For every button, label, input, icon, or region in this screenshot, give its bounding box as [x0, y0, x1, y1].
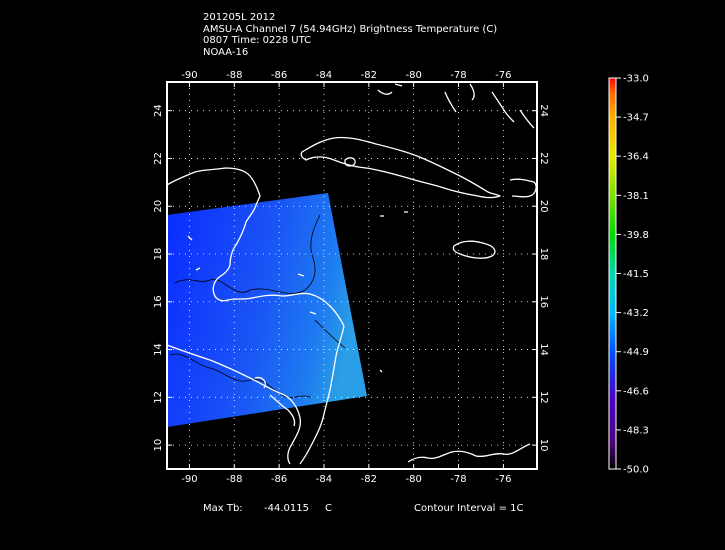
contour-line — [314, 319, 346, 349]
contour-interval: Contour Interval = 1C — [414, 503, 524, 514]
lon-tick-label-top: -82 — [361, 70, 377, 81]
colorbar-label: -44.9 — [623, 347, 649, 358]
lat-tick-label-left: 22 — [153, 152, 164, 165]
lon-tick-label-top: -78 — [450, 70, 466, 81]
axis-ticks: -90 -90 -88 -88 -86 -86 -84 -84 -82 -82 -80 -80 -78 -… — [153, 70, 549, 485]
lat-tick-label-right: 18 — [538, 248, 549, 261]
map-frame — [166, 81, 538, 470]
coastline-bahamas — [377, 83, 535, 129]
colorbar-label: -33.0 — [623, 74, 649, 85]
lon-tick-label-bottom: -86 — [271, 474, 287, 485]
lon-tick-label-top: -90 — [181, 70, 197, 81]
coastline-jamaica — [452, 240, 496, 259]
lat-tick-label-left: 16 — [153, 295, 164, 308]
lon-tick-label-bottom: -84 — [316, 474, 332, 485]
coastlines — [167, 83, 537, 465]
lon-tick-label-bottom: -90 — [181, 474, 197, 485]
contour-line — [169, 353, 313, 399]
colorbar-label: -43.2 — [623, 308, 649, 319]
lat-tick-label-left: 24 — [153, 104, 164, 117]
coastline-honduras — [281, 292, 345, 327]
coastline-hispaniola — [509, 178, 537, 198]
lat-tick-label-left: 18 — [153, 248, 164, 261]
lat-tick-label-right: 22 — [538, 152, 549, 165]
colorbar-ticks: -33.0 -34.7 -36.4 -38.1 -39.8 -41.5 -43.2 -44.9… — [616, 74, 649, 476]
coastline-nicaragua — [299, 325, 345, 465]
product-title: AMSU-A Channel 7 (54.94GHz) Brightness T… — [203, 23, 498, 35]
lat-tick-label-right: 10 — [538, 439, 549, 452]
satellite-swath — [167, 193, 367, 427]
lat-tick-label-right: 20 — [538, 200, 549, 213]
lat-tick-label-left: 20 — [153, 200, 164, 213]
colorbar-label: -50.0 — [623, 465, 649, 476]
lat-tick-label-right: 14 — [538, 343, 549, 356]
coastline-isle-of-youth — [344, 157, 356, 167]
colorbar-label: -34.7 — [623, 113, 649, 124]
lat-tick-label-right: 16 — [538, 295, 549, 308]
lat-tick-label-left: 10 — [153, 439, 164, 452]
coastline-islands — [187, 235, 383, 373]
lat-tick-label-right: 12 — [538, 391, 549, 404]
coastline-south-america — [407, 443, 531, 463]
lon-tick-label-bottom: -80 — [405, 474, 421, 485]
lon-tick-label-top: -84 — [316, 70, 332, 81]
colorbar-label: -36.4 — [623, 152, 649, 163]
colorbar-label: -46.6 — [623, 386, 649, 397]
storm-id: 201205L 2012 — [203, 12, 276, 23]
lon-tick-label-top: -86 — [271, 70, 287, 81]
colorbar — [608, 77, 617, 470]
lon-tick-label-bottom: -78 — [450, 474, 466, 485]
date-time: 0807 Time: 0228 UTC — [203, 35, 312, 46]
coastline-belize — [212, 277, 283, 302]
lon-tick-label-bottom: -88 — [226, 474, 242, 485]
coastline-cuba — [300, 136, 501, 199]
max-tb-label: Max Tb: — [203, 503, 243, 514]
colorbar-label: -38.1 — [623, 191, 649, 202]
header-block: 201205L 2012 AMSU-A Channel 7 (54.94GHz)… — [203, 12, 497, 58]
lat-tick-label-left: 14 — [153, 343, 164, 356]
coastline-yucatan — [167, 167, 261, 279]
lat-tick-label-left: 12 — [153, 391, 164, 404]
colorbar-label: -41.5 — [623, 269, 649, 280]
contour-line — [174, 214, 321, 294]
coastline-gulf-fonseca — [254, 376, 296, 427]
coastline-caymans — [380, 211, 408, 217]
lon-tick-label-top: -76 — [495, 70, 511, 81]
max-tb-unit: C — [325, 503, 332, 514]
lon-tick-label-top: -88 — [226, 70, 242, 81]
satellite-name: NOAA-16 — [203, 46, 249, 58]
lon-tick-label-bottom: -76 — [495, 474, 511, 485]
max-tb-value: -44.0115 — [264, 503, 309, 514]
lon-tick-label-top: -80 — [405, 70, 421, 81]
lon-tick-label-bottom: -82 — [361, 474, 377, 485]
lat-tick-label-right: 24 — [538, 104, 549, 117]
colorbar-label: -39.8 — [623, 230, 649, 241]
coastline-pacific — [167, 344, 302, 465]
colorbar-label: -48.3 — [623, 425, 649, 436]
